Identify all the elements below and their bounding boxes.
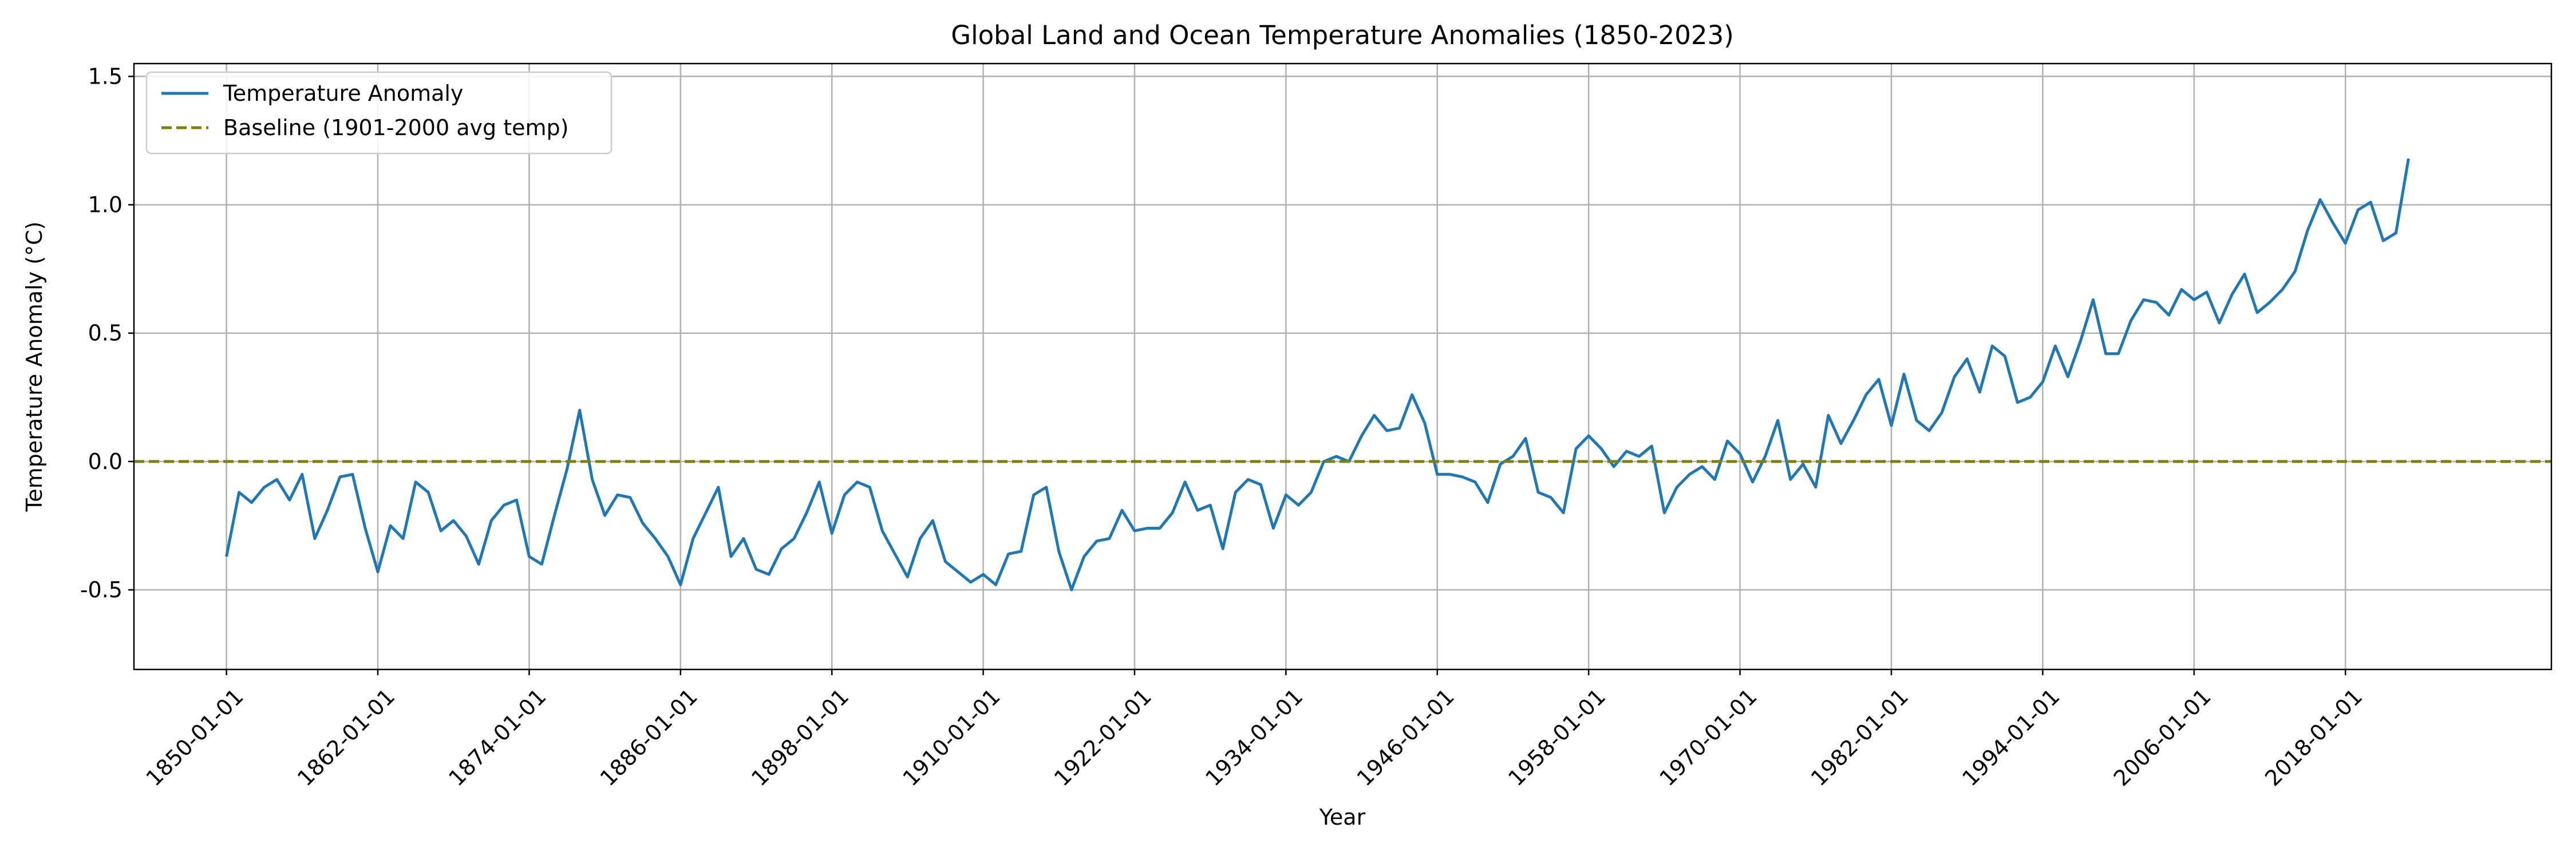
plot-area [134, 158, 2551, 592]
legend-label-temperature-anomaly: Temperature Anomaly [223, 81, 463, 106]
y-tick-label: 1.5 [88, 64, 123, 89]
legend-box [145, 71, 613, 155]
x-axis-label: Year [1319, 805, 1366, 830]
y-tick-label: 0.0 [88, 449, 123, 474]
grid-lines [134, 64, 2551, 669]
y-tick-label: 1.0 [88, 192, 123, 218]
series-layer [134, 158, 2551, 592]
legend-label-baseline: Baseline (1901-2000 avg temp) [223, 115, 568, 140]
y-axis-label: Temperature Anomaly (°C) [22, 222, 47, 513]
temperature-anomaly-line [225, 158, 2410, 592]
chart-title: Global Land and Ocean Temperature Anomal… [951, 20, 1734, 50]
legend: Temperature Anomaly Baseline (1901-2000 … [145, 71, 613, 155]
y-axis-ticks: -0.5 0.0 0.5 1.0 1.5 [80, 64, 134, 602]
axes-frame [133, 62, 2553, 671]
y-tick-label: -0.5 [80, 577, 123, 602]
y-tick-label: 0.5 [88, 321, 123, 346]
